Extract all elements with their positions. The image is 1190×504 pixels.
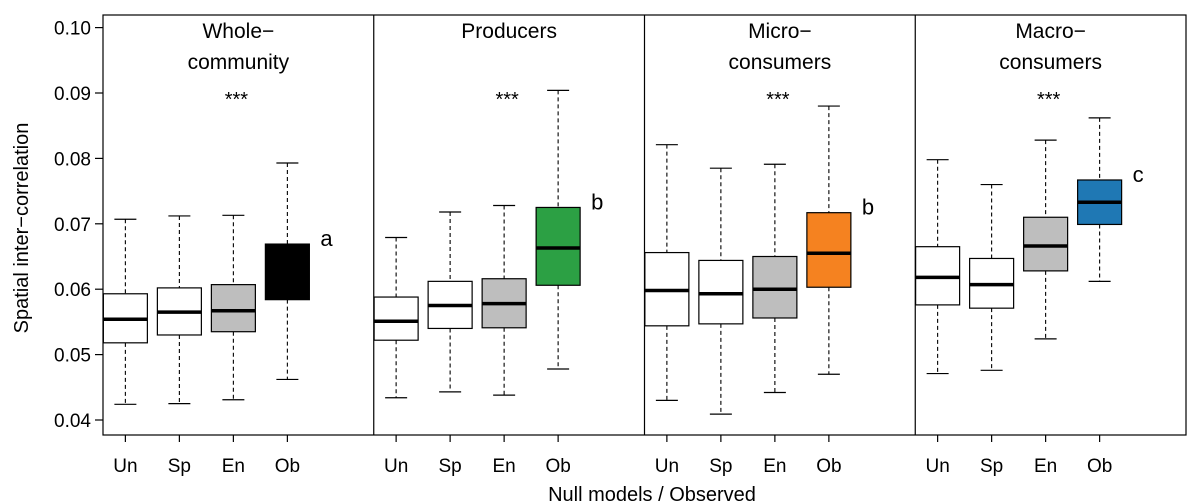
panel-2: Producers *** Un Sp En Ob b — [373, 20, 603, 477]
box-en — [481, 204, 527, 396]
box-ob — [806, 105, 852, 375]
box-body — [373, 296, 419, 341]
y-tick-label: 0.06 — [54, 280, 91, 301]
panel-title: Producers — [461, 20, 557, 43]
y-tick-label: 0.08 — [54, 149, 91, 170]
box-body — [752, 255, 798, 319]
x-tick-label: En — [493, 456, 516, 477]
box-ob — [1077, 117, 1123, 282]
x-tick-label: Un — [925, 456, 949, 477]
box-ob — [535, 89, 581, 370]
significance-label: *** — [495, 89, 519, 111]
box-en — [1023, 139, 1069, 340]
x-tick-label: En — [222, 456, 245, 477]
x-tick-label: Ob — [545, 456, 570, 477]
significance-label: *** — [1037, 89, 1061, 111]
x-tick-label: Sp — [439, 456, 462, 477]
y-tick-label: 0.09 — [54, 84, 91, 105]
x-tick-label: Ob — [816, 456, 841, 477]
box-body — [210, 284, 256, 333]
x-tick-label: Ob — [275, 456, 300, 477]
x-tick-label: En — [1034, 456, 1057, 477]
x-tick-label: Ob — [1087, 456, 1112, 477]
y-tick-label: 0.04 — [54, 411, 91, 432]
x-tick-label: Un — [113, 456, 137, 477]
panel-title-line: consumers — [999, 51, 1102, 74]
x-tick-label: Sp — [168, 456, 191, 477]
x-tick-label: Un — [655, 456, 679, 477]
panel-title-line: community — [188, 51, 290, 74]
box-en — [752, 163, 798, 394]
x-axis-title: Null models / Observed — [548, 484, 756, 504]
panel-4: Macro− consumers *** Un Sp En Ob c — [915, 20, 1144, 477]
panel-title-line: Macro− — [1015, 20, 1086, 43]
panel-1: Whole− community *** Un Sp En Ob a — [102, 20, 333, 477]
group-letter: c — [1133, 162, 1144, 187]
box-body — [264, 243, 310, 301]
box-un — [373, 236, 419, 399]
y-tick-label: 0.07 — [54, 215, 91, 236]
box-sp — [698, 167, 744, 415]
x-tick-label: Sp — [709, 456, 732, 477]
x-tick-label: Sp — [980, 456, 1003, 477]
box-un — [915, 159, 961, 375]
group-letter: a — [320, 226, 333, 251]
y-tick-label: 0.05 — [54, 346, 91, 367]
box-sp — [427, 211, 473, 393]
x-tick-label: Un — [384, 456, 408, 477]
box-ob — [264, 162, 310, 381]
y-axis-title: Spatial inter−correlation — [11, 123, 33, 334]
box-sp — [969, 183, 1015, 371]
panel-title-line: consumers — [729, 51, 832, 74]
significance-label: *** — [225, 89, 249, 111]
box-un — [102, 218, 148, 405]
significance-label: *** — [766, 89, 790, 111]
panel-3: Micro− consumers *** Un Sp En Ob b — [644, 20, 874, 477]
box-body — [806, 212, 852, 288]
group-letter: b — [862, 195, 874, 220]
panel-title-line: Whole− — [202, 20, 274, 43]
box-un — [644, 144, 690, 401]
y-tick-label: 0.10 — [54, 19, 91, 40]
box-en — [210, 214, 256, 401]
box-sp — [156, 215, 202, 405]
x-tick-label: En — [763, 456, 786, 477]
group-letter: b — [591, 189, 603, 214]
panel-title-line: Micro− — [748, 20, 812, 43]
box-body — [1023, 216, 1069, 272]
